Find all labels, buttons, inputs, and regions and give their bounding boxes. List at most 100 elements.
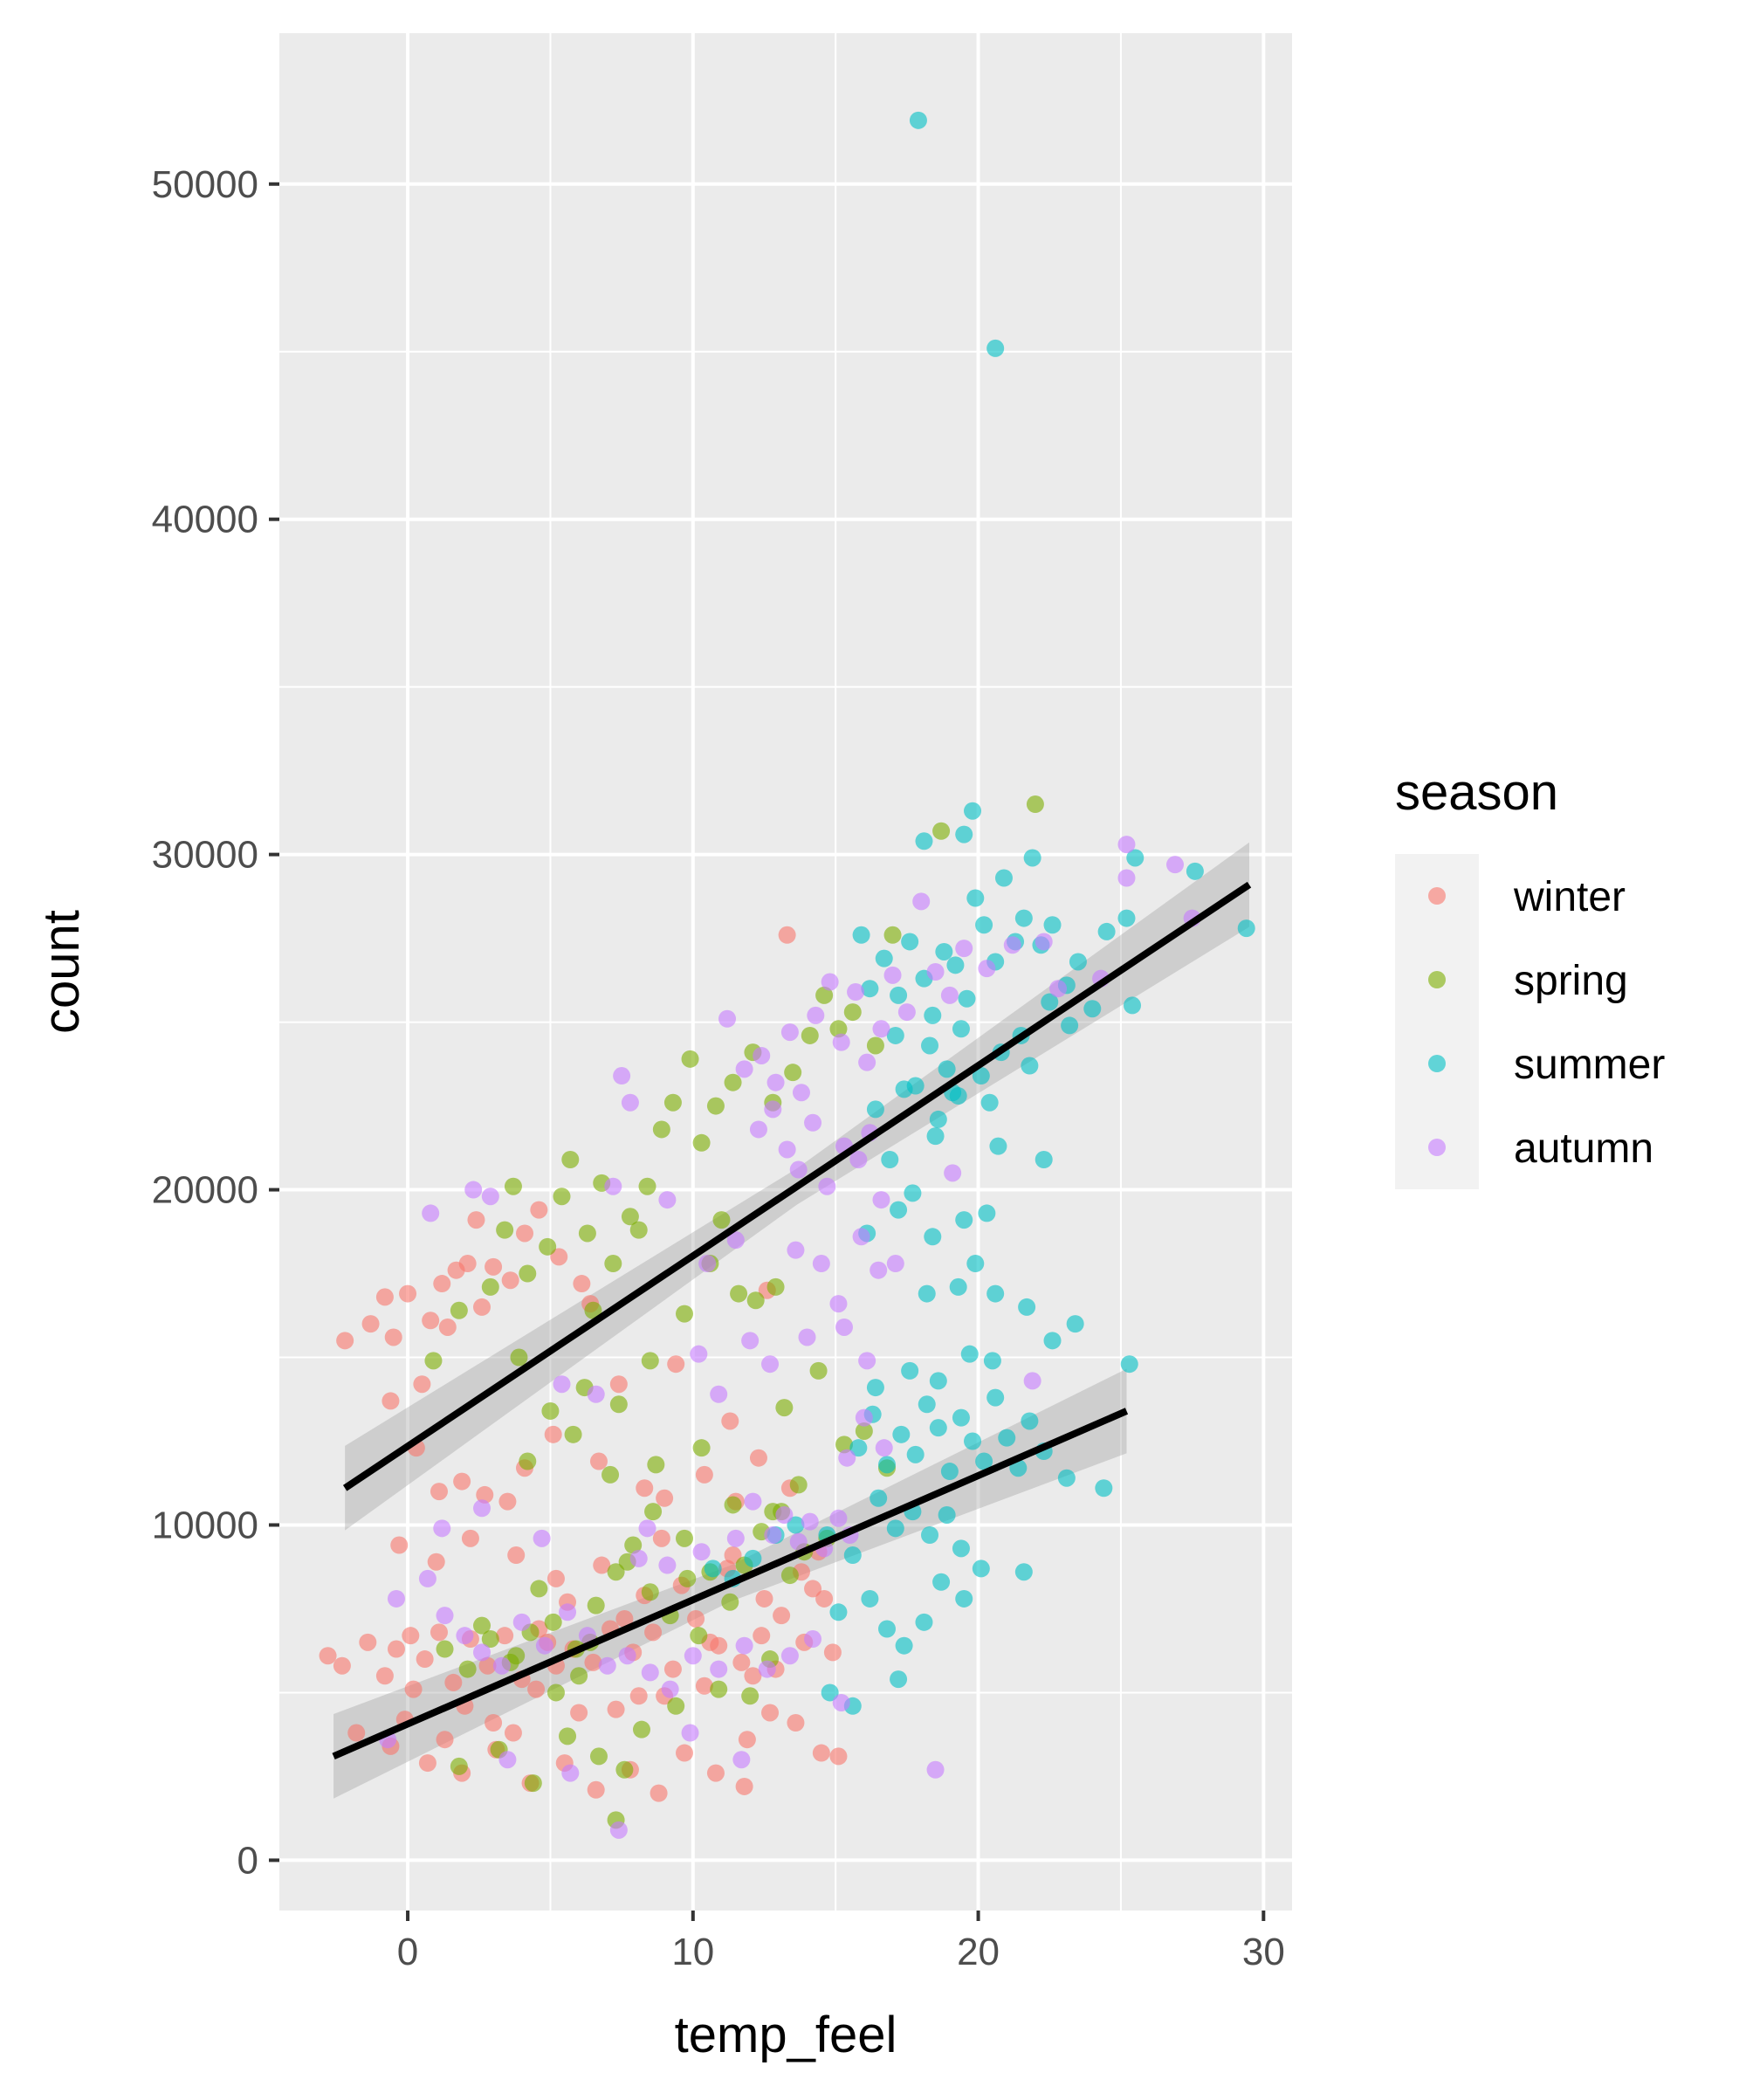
trend-line-1 xyxy=(342,881,1252,1491)
data-point-winter xyxy=(589,1452,608,1470)
data-point-spring xyxy=(644,1503,663,1521)
data-point-summer xyxy=(1041,993,1059,1011)
data-point-spring xyxy=(855,1422,873,1440)
data-point-summer xyxy=(843,1546,862,1565)
data-point-spring xyxy=(652,1120,670,1139)
data-point-summer xyxy=(821,1683,839,1702)
data-point-summer xyxy=(1023,849,1041,867)
data-point-summer xyxy=(787,1516,805,1534)
data-point-summer xyxy=(1035,1151,1053,1168)
data-point-autumn xyxy=(744,1492,762,1511)
data-point-autumn xyxy=(735,1636,753,1655)
data-point-spring xyxy=(609,1395,628,1414)
data-point-summer xyxy=(989,1137,1007,1155)
data-point-spring xyxy=(524,1774,542,1793)
data-point-autumn xyxy=(684,1647,702,1665)
data-point-summer xyxy=(972,1067,990,1085)
data-point-summer xyxy=(952,1539,970,1558)
data-point-winter xyxy=(804,1580,822,1598)
data-point-autumn xyxy=(761,1355,780,1374)
data-point-autumn xyxy=(926,963,945,981)
data-point-spring xyxy=(615,1760,634,1779)
data-point-spring xyxy=(780,1566,799,1585)
y-tick-label: 30000 xyxy=(152,834,258,877)
data-point-summer xyxy=(878,1456,896,1474)
x-tick-label: 10 xyxy=(671,1931,714,1973)
legend: season winter spring summer autumn xyxy=(1395,764,1665,1189)
data-point-summer xyxy=(986,1284,1005,1303)
data-point-autumn xyxy=(858,1053,876,1071)
data-point-autumn xyxy=(849,1151,868,1168)
data-point-spring xyxy=(450,1757,468,1775)
data-point-spring xyxy=(866,1036,884,1055)
data-point-summer xyxy=(866,1379,884,1397)
data-point-summer xyxy=(1066,1315,1084,1333)
data-point-spring xyxy=(638,1177,656,1195)
data-point-summer xyxy=(1120,1355,1138,1374)
data-point-summer xyxy=(955,1211,973,1229)
data-point-winter xyxy=(402,1627,420,1645)
data-point-autumn xyxy=(512,1613,531,1631)
data-point-spring xyxy=(519,1264,537,1283)
data-point-summer xyxy=(861,1589,879,1608)
data-point-spring xyxy=(932,822,951,840)
data-point-spring xyxy=(710,1680,728,1698)
data-point-summer xyxy=(1117,909,1136,927)
data-point-spring xyxy=(801,1026,819,1044)
data-point-spring xyxy=(570,1667,588,1685)
data-point-winter xyxy=(382,1392,400,1410)
data-point-summer xyxy=(938,1505,956,1524)
data-point-summer xyxy=(983,1352,1001,1370)
data-point-spring xyxy=(629,1221,648,1239)
data-point-summer xyxy=(915,1613,933,1631)
data-point-autumn xyxy=(764,1526,782,1544)
data-point-autumn xyxy=(498,1751,517,1769)
data-point-summer xyxy=(886,1519,904,1538)
data-point-summer xyxy=(994,869,1013,887)
data-point-spring xyxy=(746,1291,765,1310)
data-point-summer xyxy=(966,889,985,907)
data-point-summer xyxy=(1097,922,1116,940)
data-point-summer xyxy=(986,339,1005,357)
data-point-summer xyxy=(1061,1016,1079,1035)
data-point-spring xyxy=(559,1727,577,1745)
data-point-winter xyxy=(436,1731,454,1749)
data-point-winter xyxy=(644,1623,663,1642)
data-point-spring xyxy=(1026,795,1044,814)
data-point-winter xyxy=(667,1355,685,1374)
data-point-spring xyxy=(589,1747,608,1766)
data-point-autumn xyxy=(604,1177,622,1195)
data-point-winter xyxy=(476,1485,494,1504)
data-point-winter xyxy=(467,1211,485,1229)
data-point-autumn xyxy=(658,1556,677,1574)
data-point-summer xyxy=(901,933,919,951)
data-points xyxy=(319,111,1255,1839)
data-point-winter xyxy=(687,1609,705,1628)
data-point-winter xyxy=(829,1747,848,1766)
data-point-autumn xyxy=(940,986,959,1004)
data-point-winter xyxy=(573,1275,591,1293)
data-point-winter xyxy=(815,1589,834,1608)
legend-label-summer: summer xyxy=(1514,1042,1665,1088)
data-point-spring xyxy=(678,1569,697,1587)
data-point-summer xyxy=(921,1526,939,1544)
data-point-winter xyxy=(778,926,796,944)
data-point-autumn xyxy=(481,1188,499,1206)
data-point-autumn xyxy=(718,1009,737,1028)
data-point-autumn xyxy=(872,1191,890,1209)
data-point-spring xyxy=(481,1277,499,1296)
data-point-spring xyxy=(730,1284,748,1303)
data-point-summer xyxy=(935,942,953,960)
data-point-autumn xyxy=(732,1751,751,1769)
data-point-spring xyxy=(519,1452,537,1470)
data-point-summer xyxy=(895,1080,913,1098)
data-point-winter xyxy=(738,1731,756,1749)
data-point-autumn xyxy=(847,983,865,1002)
data-point-spring xyxy=(829,1020,848,1038)
data-point-spring xyxy=(676,1529,693,1547)
legend-key-autumn xyxy=(1428,1139,1446,1156)
data-point-autumn xyxy=(690,1345,708,1363)
data-point-winter xyxy=(333,1656,351,1675)
data-point-autumn xyxy=(870,1261,888,1279)
